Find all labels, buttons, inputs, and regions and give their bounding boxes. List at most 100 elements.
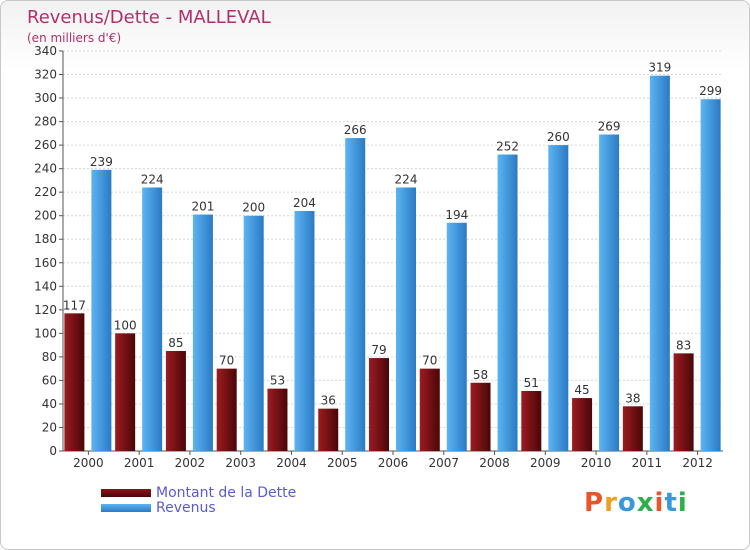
bar-revenue	[142, 187, 163, 451]
data-label-debt: 85	[168, 336, 183, 350]
bar-revenue	[345, 138, 366, 451]
data-label-revenue: 194	[445, 208, 468, 222]
x-tick-label: 2012	[682, 456, 713, 470]
bar-debt	[318, 408, 339, 451]
x-tick-label: 2010	[581, 456, 612, 470]
bar-debt	[470, 382, 491, 451]
x-tick-label: 2005	[327, 456, 358, 470]
x-tick-label: 2000	[73, 456, 104, 470]
logo-letter: x	[636, 488, 655, 518]
bar-revenue	[599, 134, 620, 451]
bar-debt	[622, 406, 643, 451]
data-label-debt: 45	[574, 383, 589, 397]
proxiti-logo: Proxiti	[584, 488, 688, 518]
bar-revenue	[497, 154, 518, 451]
data-labels: 117 239 100 224 85 201 70 200 53 204 36 266 79 224 70 1…	[63, 61, 722, 408]
y-tick-label: 140	[34, 279, 57, 293]
logo-letter: i	[677, 488, 688, 518]
bar-debt	[115, 333, 136, 451]
bar-debt	[521, 391, 542, 451]
logo-letter: t	[664, 488, 678, 518]
data-label-debt: 117	[63, 298, 86, 312]
data-label-debt: 79	[371, 343, 386, 357]
data-label-debt: 70	[422, 354, 437, 368]
y-tick-label: 0	[49, 444, 57, 458]
y-tick-label: 160	[34, 256, 57, 270]
data-label-revenue: 204	[293, 196, 316, 210]
logo-letter: P	[584, 488, 605, 518]
logo-letter: r	[604, 488, 618, 518]
y-tick-label: 320	[34, 68, 57, 82]
y-tick-label: 120	[34, 303, 57, 317]
data-label-revenue: 260	[547, 130, 570, 144]
y-tick-label: 180	[34, 232, 57, 246]
x-tick-label: 2007	[428, 456, 459, 470]
data-label-revenue: 224	[395, 172, 418, 186]
data-label-revenue: 266	[344, 123, 367, 137]
data-label-revenue: 200	[242, 201, 265, 215]
y-tick-label: 200	[34, 209, 57, 223]
data-label-debt: 53	[270, 374, 285, 388]
axes: 0 20 40 60 80 100 120 140 160 180 200 220 240 260 280 3…	[34, 44, 723, 470]
bar-revenue	[548, 145, 569, 451]
legend-label-debt: Montant de la Dette	[156, 485, 297, 501]
y-tick-label: 80	[42, 350, 57, 364]
y-tick-label: 220	[34, 185, 57, 199]
bar-debt	[572, 398, 593, 451]
y-tick-label: 240	[34, 162, 57, 176]
bar-debt	[673, 353, 694, 451]
data-label-debt: 100	[114, 318, 137, 332]
logo-letter: o	[617, 488, 637, 518]
bar-revenue	[294, 211, 315, 451]
bar-revenue	[446, 222, 467, 451]
data-label-debt: 51	[524, 376, 539, 390]
data-label-revenue: 201	[191, 200, 214, 214]
bar-debt	[369, 358, 389, 451]
bar-revenue	[243, 215, 264, 451]
x-tick-label: 2004	[276, 456, 307, 470]
bar-debt	[419, 368, 440, 451]
x-tick-label: 2006	[378, 456, 409, 470]
y-tick-label: 100	[34, 326, 57, 340]
y-tick-label: 340	[34, 44, 57, 58]
chart-title: Revenus/Dette - MALLEVAL	[27, 7, 271, 28]
logo-letter: i	[654, 488, 665, 518]
x-tick-label: 2011	[632, 456, 663, 470]
data-label-debt: 58	[473, 368, 488, 382]
chart-subtitle: (en milliers d'€)	[27, 31, 122, 45]
bars	[64, 75, 721, 452]
bar-debt	[267, 388, 288, 451]
data-label-revenue: 252	[496, 140, 519, 154]
bar-revenue	[192, 214, 213, 451]
legend-label-revenue: Revenus	[156, 500, 216, 516]
y-tick-label: 300	[34, 91, 57, 105]
legend-swatch-debt	[101, 489, 151, 497]
x-tick-label: 2003	[225, 456, 256, 470]
data-label-debt: 38	[625, 391, 640, 405]
bar-debt	[165, 351, 186, 451]
data-label-debt: 83	[676, 338, 691, 352]
y-tick-label: 40	[42, 397, 57, 411]
data-label-revenue: 269	[598, 120, 621, 134]
y-tick-label: 20	[42, 420, 57, 434]
x-tick-label: 2001	[124, 456, 155, 470]
y-tick-label: 260	[34, 138, 57, 152]
x-tick-label: 2008	[479, 456, 510, 470]
data-label-revenue: 319	[648, 61, 671, 75]
bar-revenue	[396, 187, 416, 451]
y-tick-label: 60	[42, 373, 57, 387]
x-tick-label: 2009	[530, 456, 561, 470]
data-label-debt: 36	[321, 394, 336, 408]
x-tick-label: 2002	[175, 456, 206, 470]
bar-debt	[216, 368, 237, 451]
bar-revenue	[91, 169, 112, 451]
bar-revenue	[700, 99, 721, 451]
data-label-revenue: 224	[141, 172, 164, 186]
data-label-debt: 70	[219, 354, 234, 368]
y-tick-label: 280	[34, 115, 57, 129]
data-label-revenue: 239	[90, 155, 113, 169]
legend-swatch-revenue	[101, 504, 151, 512]
bar-revenue	[649, 75, 670, 452]
